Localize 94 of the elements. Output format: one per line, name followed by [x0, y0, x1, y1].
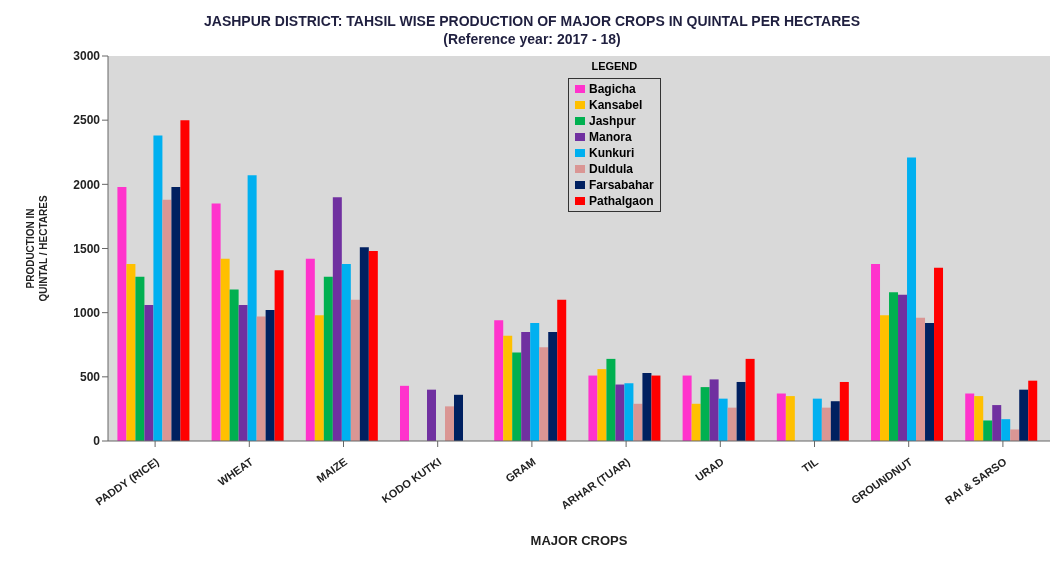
bar [925, 322, 935, 441]
bar [812, 398, 822, 441]
bar [700, 387, 710, 441]
legend-label: Kunkuri [588, 145, 636, 161]
bar [830, 401, 840, 441]
bar [1010, 429, 1020, 441]
bar [256, 316, 266, 441]
bar [983, 420, 993, 441]
bar [745, 358, 755, 441]
bar [624, 383, 634, 441]
bar [265, 310, 275, 441]
legend-label: Duldula [588, 161, 634, 177]
bar [144, 304, 154, 441]
bar [682, 375, 692, 441]
bar [180, 120, 190, 441]
legend-label: Farsabahar [588, 177, 654, 193]
bar [907, 157, 917, 441]
bar [934, 267, 944, 441]
bar [916, 317, 926, 441]
bar [350, 299, 360, 441]
y-tick-label: 1000 [73, 305, 101, 320]
bar [821, 407, 831, 441]
bar [530, 322, 540, 441]
legend-label: Kansabel [588, 97, 644, 113]
bar [445, 406, 455, 441]
bar [1019, 389, 1029, 441]
bar [211, 203, 221, 441]
legend-label: Bagicha [588, 81, 637, 97]
bar [965, 393, 975, 441]
y-tick-label: 1500 [73, 241, 101, 256]
bar [494, 320, 504, 441]
bar [323, 276, 333, 441]
x-tick-label: TIL [799, 455, 821, 475]
bar [229, 289, 239, 441]
legend-label: Manora [588, 129, 633, 145]
bar [691, 403, 701, 441]
y-axis-title: PRODUCTION IN QUINTAL / HECTARES [25, 195, 49, 302]
bar [642, 372, 652, 441]
bar [548, 331, 558, 441]
bar [718, 398, 728, 441]
bar [359, 247, 369, 441]
bar [880, 315, 890, 441]
bar [314, 315, 324, 441]
bar [785, 396, 795, 441]
bar [220, 258, 230, 441]
bar [332, 197, 342, 441]
bar [898, 294, 908, 441]
bar [126, 263, 136, 441]
bar [974, 396, 984, 441]
bar [341, 263, 351, 441]
y-tick-label: 2500 [73, 113, 101, 128]
legend-label: Pathalgaon [588, 193, 654, 209]
bar [597, 369, 607, 441]
bar [992, 405, 1002, 441]
bar [512, 352, 522, 441]
bar [171, 186, 181, 441]
bar [503, 335, 513, 441]
bar [135, 276, 145, 441]
bar [117, 186, 127, 441]
legend-title: LEGEND [590, 60, 639, 72]
y-tick-label: 0 [93, 434, 101, 449]
bar [247, 175, 257, 441]
bar [539, 347, 549, 441]
bar [709, 379, 719, 441]
y-tick-label: 500 [79, 370, 101, 385]
bar [1001, 419, 1011, 441]
legend-label: Jashpur [588, 113, 637, 129]
bar [454, 394, 464, 441]
bar [727, 407, 737, 441]
bar [889, 292, 899, 441]
chart-title: JASHPUR DISTRICT: TAHSIL WISE PRODUCTION OF MAJOR CROPS IN QUINTAL PER HECTARES (Reference year: 2017 - 18) [203, 12, 861, 48]
bar [606, 358, 616, 441]
bar [427, 389, 437, 441]
bar [400, 385, 410, 441]
bar [305, 258, 315, 441]
bar [521, 331, 531, 441]
bar [238, 304, 248, 441]
bar [736, 381, 746, 441]
bar [588, 375, 598, 441]
bar [1028, 380, 1038, 441]
bar [557, 299, 567, 441]
bar [615, 384, 625, 441]
bar [871, 263, 881, 441]
x-axis-title: MAJOR CROPS [530, 533, 628, 548]
bar [776, 393, 786, 441]
bar [153, 135, 163, 441]
bar [651, 375, 661, 441]
bar [368, 251, 378, 441]
bar [633, 403, 643, 441]
bar [162, 199, 172, 441]
bar [839, 381, 849, 441]
bar [274, 270, 284, 441]
y-tick-label: 2000 [73, 177, 101, 192]
y-tick-label: 3000 [73, 49, 101, 64]
